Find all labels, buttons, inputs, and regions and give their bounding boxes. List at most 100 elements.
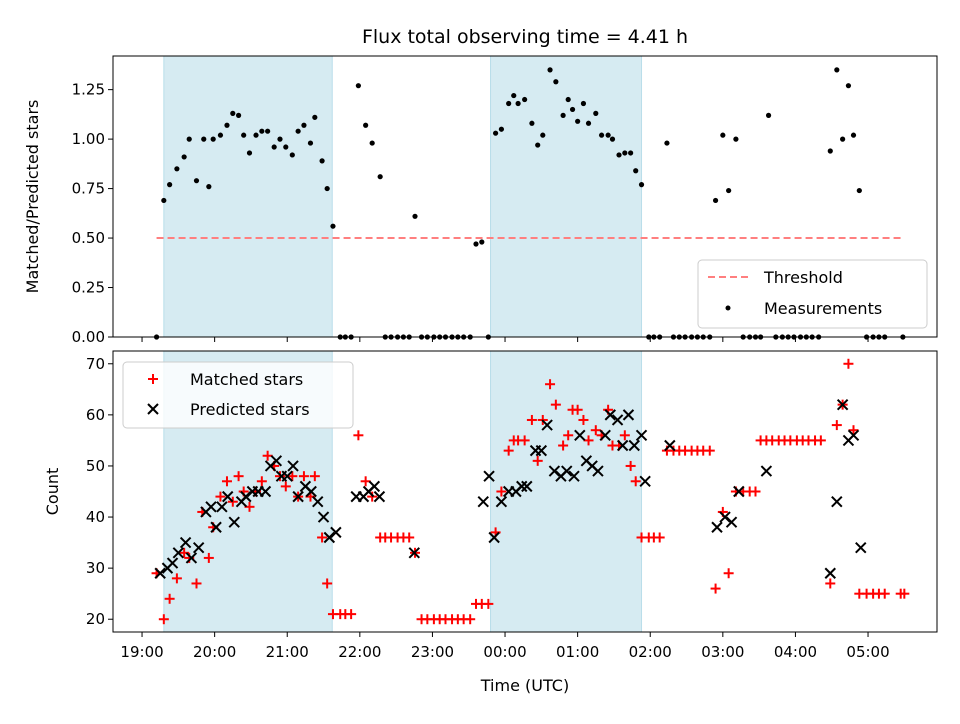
y-tick-label: 0.50 [72, 229, 105, 247]
predicted-star-point [541, 419, 553, 431]
measurement-point [856, 187, 862, 194]
predicted-star-point [192, 541, 205, 554]
matched-star-point [360, 476, 371, 487]
matched-star-point [191, 578, 202, 589]
predicted-star-point [616, 439, 629, 452]
cross-stroke [221, 490, 234, 503]
measurement-points [153, 67, 906, 340]
measurement-point [845, 83, 852, 89]
cross-stroke [287, 460, 299, 472]
measurement-point [726, 187, 732, 194]
matched-star-point [317, 532, 328, 543]
matched-star-point [346, 609, 357, 620]
matched-star-point [879, 588, 890, 599]
measurement-point [259, 128, 265, 134]
cross-stroke [733, 485, 745, 498]
x-tick-label: 22:00 [338, 643, 381, 661]
x-tick-label: 03:00 [701, 643, 744, 661]
predicted-star-point [305, 485, 317, 498]
cross-stroke [205, 501, 217, 513]
y-tick-label: 40 [86, 508, 105, 526]
matched-star-point [483, 598, 494, 609]
matched-star-point [831, 420, 842, 431]
measurement-point [363, 122, 369, 128]
matched-star-point [532, 455, 543, 466]
predicted-star-point [847, 429, 860, 442]
predicted-star-point [855, 541, 867, 554]
measurement-point [664, 140, 670, 146]
measurement-point [295, 128, 301, 134]
cross-stroke [586, 460, 598, 472]
top-plot-frame [112, 55, 938, 338]
measurement-point [622, 150, 628, 156]
legend-plus-marker [148, 374, 158, 384]
predicted-star-point [548, 465, 561, 477]
cross-stroke [166, 557, 179, 569]
predicted-star-point [719, 511, 731, 523]
measurement-point [217, 132, 224, 138]
measurement-point [301, 122, 307, 128]
cross-stroke [628, 439, 640, 452]
measurement-point [535, 142, 541, 148]
top-y-axis-label: Matched/Predicted stars [23, 100, 42, 294]
legend-predicted-label: Predicted stars [190, 400, 310, 419]
predicted-star-point [292, 490, 304, 503]
predicted-star-point [521, 480, 533, 493]
y-tick-label: 0.25 [72, 279, 105, 297]
cross-stroke [330, 526, 342, 539]
measurement-point [241, 132, 247, 138]
measurement-point [834, 67, 840, 73]
cross-stroke [281, 470, 293, 482]
cross-stroke [568, 470, 580, 482]
y-tick-label: 1.00 [72, 130, 105, 148]
matched-star-point [233, 471, 244, 482]
measurement-point [605, 132, 611, 138]
predicted-star-point [639, 475, 651, 487]
x-axis-label: Time (UTC) [480, 676, 569, 695]
y-tick-label: 60 [86, 406, 105, 424]
cross-stroke [616, 439, 629, 452]
measurement-point [253, 132, 259, 138]
cross-stroke [855, 541, 867, 554]
measurement-point [840, 136, 846, 142]
matched-star-point [578, 414, 589, 425]
measurement-point [193, 178, 200, 184]
matched-star-point [367, 491, 378, 502]
measurement-point [412, 213, 418, 219]
measurement-point [515, 100, 521, 107]
predicted-star-point [179, 536, 192, 549]
cross-stroke [259, 485, 272, 498]
predicted-star-point [483, 470, 495, 482]
top-y-ticks: 0.00 0.25 0.50 0.75 1.00 1.25 [72, 81, 113, 346]
measurement-point [324, 185, 330, 192]
measurement-point [492, 130, 499, 136]
cross-stroke [831, 496, 843, 508]
measurement-point [547, 67, 553, 73]
measurement-point [206, 184, 212, 190]
top-legend-box [697, 259, 928, 329]
matched-star-point [519, 435, 530, 446]
cross-stroke [580, 455, 593, 467]
predicted-star-point [831, 496, 843, 508]
matched-star-point [654, 532, 665, 543]
cross-stroke [192, 541, 205, 554]
cross-stroke [210, 521, 222, 533]
matched-star-point [227, 496, 238, 507]
measurement-point [712, 197, 719, 204]
measurement-point [230, 110, 236, 116]
matched-star-point [583, 435, 594, 446]
y-tick-label: 50 [86, 457, 105, 475]
bottom-plot-frame [112, 350, 938, 633]
matched-star-point [465, 614, 476, 625]
predicted-star-point [317, 511, 330, 523]
predicted-star-point [568, 470, 580, 482]
predicted-star-point [635, 429, 648, 442]
measurement-point [529, 120, 535, 126]
measurement-point [201, 136, 207, 142]
legend-threshold-label: Threshold [763, 268, 843, 287]
x-tick-label: 01:00 [556, 643, 599, 661]
cross-stroke [548, 465, 561, 477]
predicted-star-point [373, 490, 386, 503]
predicted-star-point [205, 501, 217, 513]
cross-stroke [635, 429, 648, 442]
